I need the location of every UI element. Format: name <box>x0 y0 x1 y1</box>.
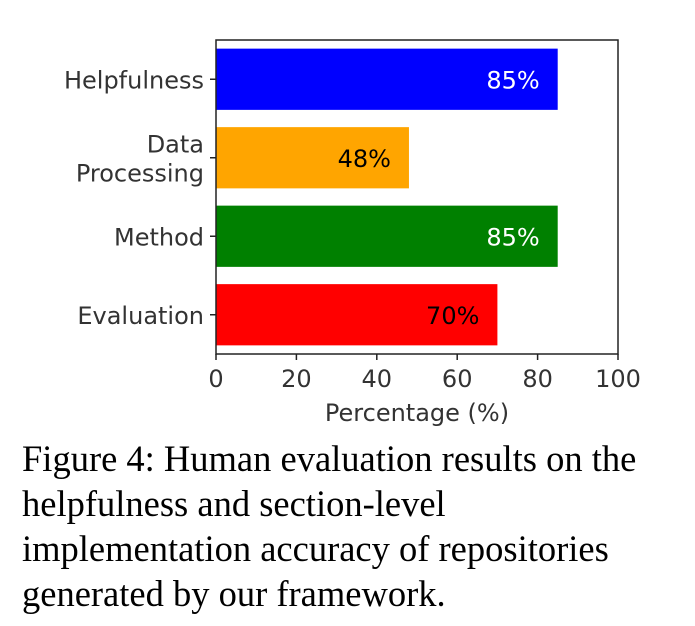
category-label-2: Method <box>114 223 204 251</box>
category-label-0: Helpfulness <box>64 66 204 94</box>
ticks-layer: Helpfulness Data Processing Method Evaluatio… <box>64 66 641 393</box>
category-label-1: Data Processing <box>76 130 204 187</box>
x-tick-label-0: 0 <box>208 365 223 393</box>
x-tick-label-3: 60 <box>442 365 473 393</box>
bar-3 <box>216 284 498 346</box>
chart-svg: 85% 48% 85% 70% Helpfulness Data Processing Me… <box>64 39 641 427</box>
bar-value-label-1: 48% <box>338 145 391 173</box>
bar-value-label-3: 70% <box>426 302 479 330</box>
x-tick-label-5: 100 <box>595 365 641 393</box>
x-tick-label-1: 20 <box>281 365 312 393</box>
x-tick-label-4: 80 <box>522 365 553 393</box>
bar-chart: 85% 48% 85% 70% Helpfulness Data Processing Me… <box>0 20 695 440</box>
bar-2 <box>216 205 558 267</box>
plot-frame <box>215 39 619 355</box>
figure-caption: Figure 4: Human evaluation results on th… <box>22 438 637 614</box>
bar-1 <box>216 127 409 189</box>
bar-0 <box>216 48 558 110</box>
bars-layer: 85% 48% 85% 70% <box>216 48 558 346</box>
bar-value-label-2: 85% <box>486 223 539 251</box>
x-tick-label-2: 40 <box>362 365 393 393</box>
category-label-3: Evaluation <box>77 302 204 330</box>
x-axis-title: Percentage (%) <box>325 399 509 427</box>
bar-value-label-0: 85% <box>486 66 539 94</box>
